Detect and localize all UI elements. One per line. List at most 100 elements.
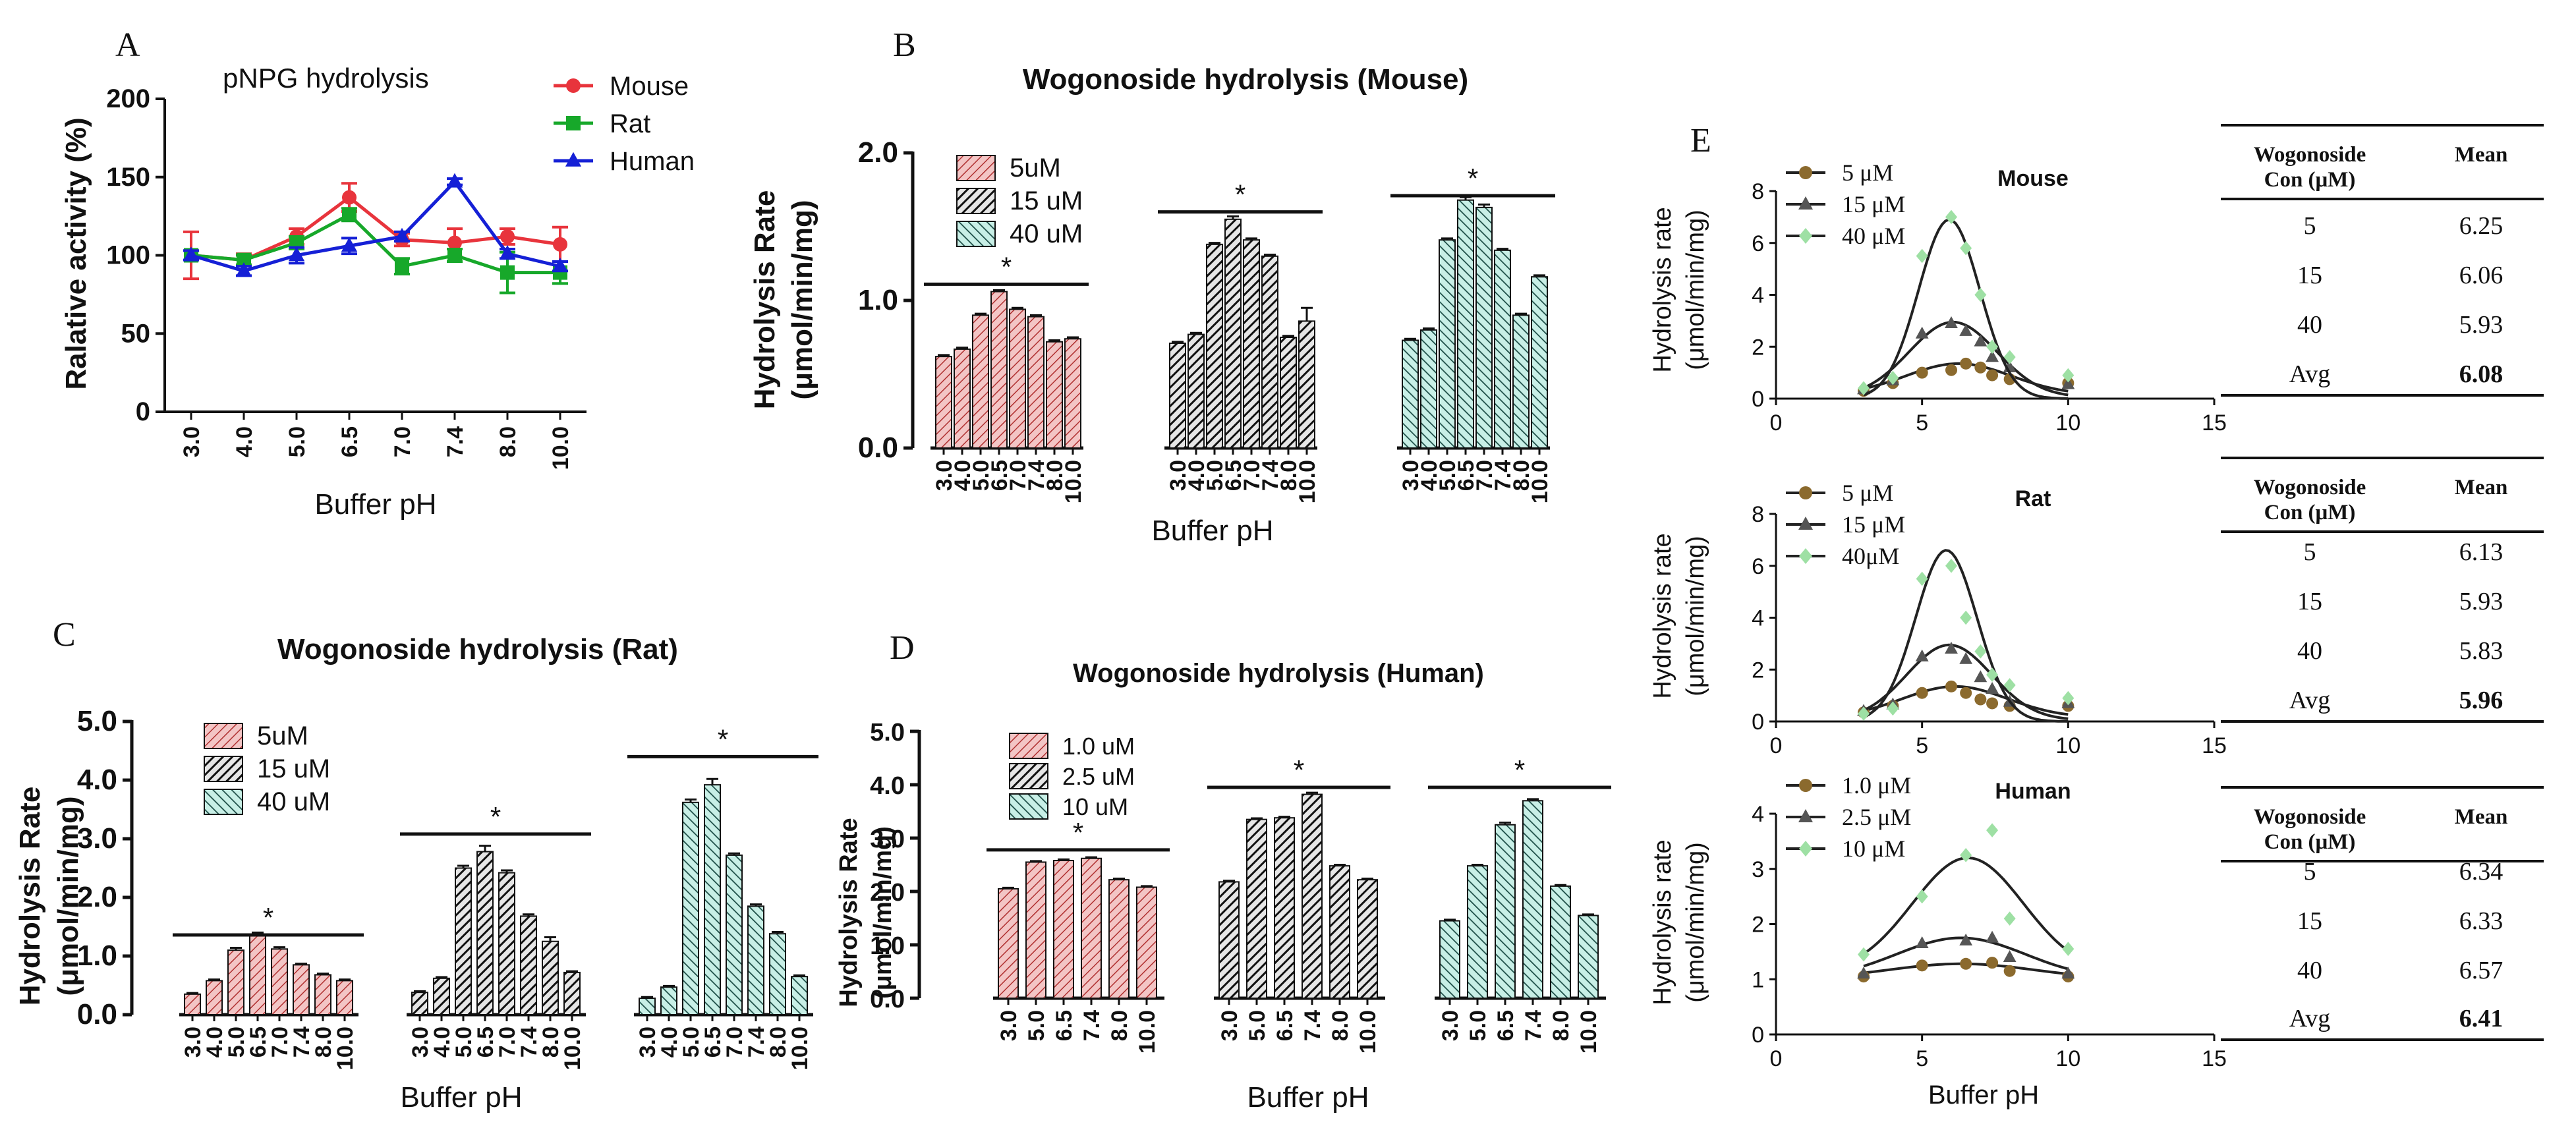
panel-e-table-mean-cell: 6.08: [2459, 360, 2504, 388]
panel-c-bar: [563, 971, 581, 1016]
panel-e-fit-curve: [1863, 643, 2069, 720]
panel-e-subplot-title: Human: [1995, 779, 2071, 804]
panel-c-bar: [542, 940, 559, 1015]
panel-e-ytick-label: 6: [1752, 554, 1764, 579]
panel-e-point: [2003, 678, 2016, 692]
panel-b-legend-swatch: [956, 221, 996, 247]
panel-c-significance-star: *: [263, 902, 273, 933]
panel-e-ylabel-line1: Hydrolysis rate: [1649, 207, 1676, 372]
panel-c-ytick-label: 2.0: [77, 881, 117, 913]
panel-e-point: [1887, 701, 1899, 716]
panel-e-ytick-label: 0: [1752, 1023, 1764, 1048]
panel-e-point: [1974, 287, 1987, 302]
panel-e-table-con-cell: 5: [2304, 538, 2316, 566]
panel-e-xtick-label: 5: [1916, 1046, 1928, 1071]
panel-a-xtick-label: 5.0: [285, 426, 310, 457]
panel-e-point: [1858, 706, 1870, 721]
panel-a-point: [500, 265, 515, 280]
panel-e-ytick-label: 8: [1752, 502, 1764, 527]
panel-e-table-con-cell: Avg: [2289, 360, 2331, 388]
panel-a-ytick-label: 50: [121, 319, 151, 348]
panel-e-legend-marker: [1799, 486, 1812, 499]
panel-b-ytick-label: 1.0: [858, 284, 898, 316]
panel-a-xlabel: Buffer pH: [314, 488, 436, 521]
panel-e-subplot-title: Mouse: [1997, 166, 2069, 191]
panel-e-legend-marker: [1798, 196, 1813, 210]
panel-e-point: [1986, 823, 1999, 837]
panel-b-legend-label: 40 uM: [1010, 219, 1083, 248]
panel-b-ylabel-line1: Hydrolysis Rate: [749, 190, 781, 410]
panel-a-point: [553, 237, 567, 252]
panel-c-xtick-label: 7.0: [722, 1027, 747, 1058]
panel-a-ytick-label: 150: [106, 163, 150, 192]
panel-b-xtick-label: 7.4: [1491, 460, 1516, 491]
panel-e-ylabel-line2: (μmol/min/mg): [1682, 842, 1709, 1003]
panel-b-bar: [1512, 314, 1530, 449]
panel-e-table-mean-cell: 6.57: [2459, 957, 2504, 984]
panel-e-table-con-cell: 5: [2304, 858, 2316, 886]
panel-d-bar-chart: D Wogonoside hydrolysis (Human) Hydrolys…: [835, 629, 1611, 1114]
panel-c-title: Wogonoside hydrolysis (Rat): [277, 633, 678, 665]
panel-c-xtick-label: 4.0: [202, 1027, 227, 1058]
panel-d-xtick-label: 6.5: [1493, 1010, 1518, 1041]
panel-b-xtick-label: 4.0: [950, 460, 975, 491]
panel-d-significance-star: *: [1294, 754, 1304, 785]
panel-c-xlabel: Buffer pH: [400, 1081, 522, 1114]
panel-d-xtick-label: 6.5: [1273, 1010, 1298, 1041]
panel-d-xtick-label: 7.4: [1300, 1010, 1325, 1041]
panel-e-xtick-label: 15: [2202, 1046, 2227, 1071]
panel-c-xtick-label: 3.0: [181, 1027, 206, 1058]
panel-b-xtick-label: 4.0: [1184, 460, 1209, 491]
panel-e-point: [1960, 687, 1972, 699]
panel-e-point: [1858, 381, 1870, 396]
panel-d-xtick-label: 8.0: [1549, 1010, 1574, 1041]
panel-b-bar: [1531, 276, 1548, 449]
panel-e-legend-label: 15 μM: [1842, 511, 1905, 538]
panel-e-point: [1959, 324, 1973, 336]
panel-b-significance-star: *: [1001, 251, 1012, 282]
panel-a-point: [393, 227, 411, 242]
panel-e-ylabel-line1: Hydrolysis rate: [1649, 533, 1676, 698]
panel-c-bar: [791, 976, 808, 1016]
panel-d-bar: [1357, 879, 1378, 1000]
panel-e-xtick-label: 0: [1770, 410, 1783, 436]
panel-e-table-mean-cell: 5.93: [2459, 311, 2504, 339]
panel-e-xtick-label: 0: [1770, 733, 1783, 758]
panel-d-bar: [1025, 861, 1046, 999]
panel-c-bar: [726, 854, 743, 1016]
panel-c-significance-star: *: [490, 801, 501, 832]
panel-e-point: [1916, 889, 1928, 904]
panel-a-point: [447, 235, 462, 250]
panel-c-bar: [433, 977, 450, 1015]
panel-e-point: [1945, 680, 1957, 692]
panel-a-point: [183, 246, 200, 262]
panel-c-xtick-label: 7.4: [517, 1027, 542, 1058]
panel-e-point: [1960, 848, 1972, 862]
panel-e-point: [1986, 350, 1999, 362]
panel-a-legend-label: Rat: [610, 109, 650, 138]
panel-d-xtick-label: 3.0: [1217, 1010, 1242, 1041]
panel-e-ytick-label: 2: [1752, 658, 1764, 683]
panel-c-ytick-label: 4.0: [77, 764, 117, 796]
panel-d-ylabel-line2: (μmol/min/mg): [869, 826, 897, 999]
panel-a-xtick-label: 10.0: [548, 426, 573, 470]
panel-e-point: [1916, 366, 1928, 379]
panel-d-bar: [1329, 865, 1350, 999]
panel-d-xlabel: Buffer pH: [1247, 1081, 1369, 1114]
panel-d-legend-label: 10 uM: [1062, 793, 1128, 820]
panel-e-point: [1945, 364, 1957, 376]
panel-e-point: [1915, 936, 1929, 949]
panel-e-point: [1960, 357, 1972, 370]
panel-d-ytick-label: 4.0: [870, 772, 905, 800]
panel-e-xtick-label: 10: [2055, 410, 2080, 436]
panel-e-legend-label: 40 μM: [1842, 223, 1905, 249]
panel-c-xtick-label: 10.0: [787, 1027, 813, 1070]
panel-e-point: [1916, 248, 1928, 264]
panel-d-xtick-label: 8.0: [1328, 1010, 1353, 1041]
panel-e-point: [1986, 930, 1999, 943]
panel-e-xtick-label: 10: [2055, 1046, 2080, 1071]
panel-e-table-mean-cell: 6.13: [2459, 538, 2504, 566]
panel-d-xtick-label: 8.0: [1107, 1010, 1132, 1041]
panel-e-ytick-label: 1: [1752, 967, 1764, 992]
panel-b-bar: [1261, 255, 1278, 449]
